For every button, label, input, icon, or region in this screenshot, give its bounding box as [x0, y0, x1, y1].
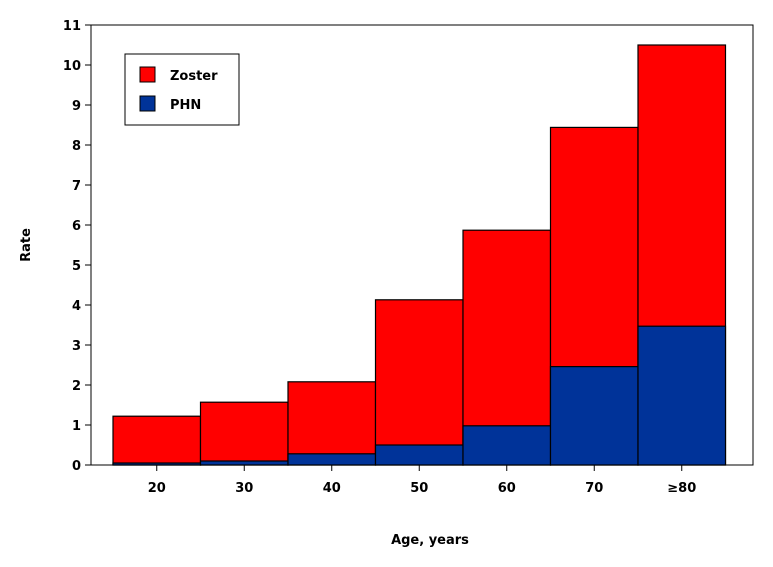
- y-tick-label-8: 8: [72, 139, 81, 154]
- bar-zoster-1: [199, 401, 289, 466]
- y-tick-label-5: 5: [72, 259, 81, 274]
- bar-phn-5: [549, 366, 639, 466]
- bar-phn-6: [637, 325, 727, 466]
- x-tick-label-3: 50: [410, 481, 428, 496]
- x-tick-label-1: 30: [235, 481, 253, 496]
- x-axis-label: Age, years: [391, 533, 469, 548]
- bar-phn-3: [374, 444, 464, 466]
- legend: Zoster PHN: [124, 53, 240, 126]
- phn-bars: [112, 325, 727, 466]
- y-tick-label-11: 11: [63, 19, 81, 34]
- legend-swatch-phn: [139, 95, 156, 112]
- legend-swatch-zoster: [139, 66, 156, 83]
- y-tick-label-3: 3: [72, 339, 81, 354]
- bar-phn-0: [112, 462, 202, 466]
- y-tick-label-0: 0: [72, 459, 81, 474]
- y-axis: 0 1 2 3 4 5 6 7 8 9 10 11: [63, 19, 91, 474]
- x-tick-label-5: 70: [585, 481, 603, 496]
- y-tick-label-2: 2: [72, 379, 81, 394]
- y-tick-label-7: 7: [72, 179, 81, 194]
- bar-zoster-3: [374, 299, 464, 466]
- y-tick-label-4: 4: [72, 299, 81, 314]
- y-tick-label-9: 9: [72, 99, 81, 114]
- x-tick-label-4: 60: [498, 481, 516, 496]
- y-axis-label: Rate: [19, 228, 34, 262]
- x-tick-label-6: ≥80: [667, 481, 696, 496]
- y-tick-label-1: 1: [72, 419, 81, 434]
- legend-label-zoster: Zoster: [170, 69, 218, 84]
- legend-box: [124, 53, 240, 126]
- y-tick-label-6: 6: [72, 219, 81, 234]
- x-tick-label-0: 20: [148, 481, 166, 496]
- x-axis: 20 30 40 50 60 70 ≥80: [148, 465, 696, 496]
- bar-phn-1: [199, 460, 289, 466]
- bar-zoster-2: [287, 381, 377, 466]
- y-tick-label-10: 10: [63, 59, 81, 74]
- x-tick-label-2: 40: [323, 481, 341, 496]
- bar-phn-2: [287, 453, 377, 466]
- bar-phn-4: [462, 425, 552, 466]
- legend-label-phn: PHN: [170, 98, 201, 113]
- bar-zoster-0: [112, 415, 202, 466]
